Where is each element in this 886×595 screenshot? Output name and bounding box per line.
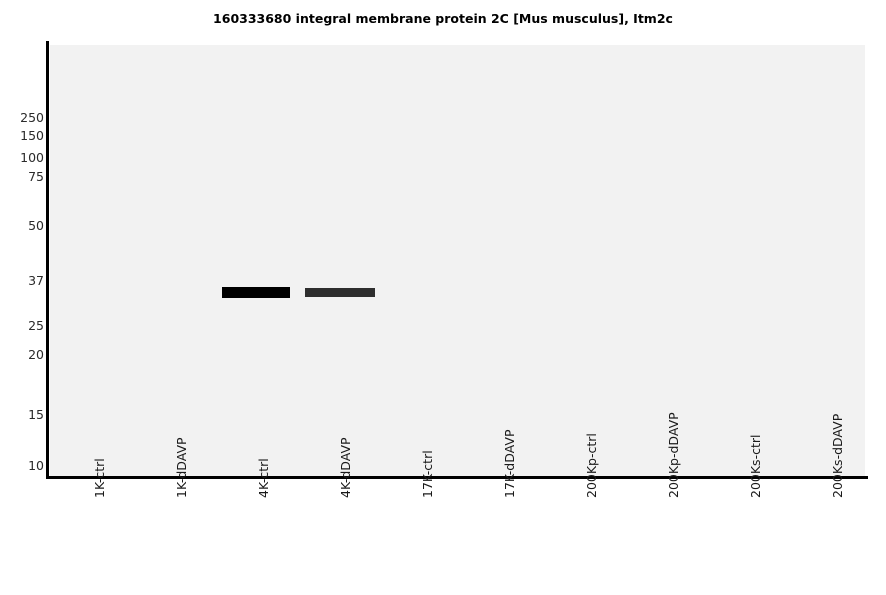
x-axis-tick-label: 200Ks-dDAVP bbox=[830, 413, 845, 498]
x-axis-tick-label: 4K-ctrl bbox=[256, 458, 271, 498]
y-axis-tick-label: 10 bbox=[28, 458, 44, 473]
x-axis-tick-label: 200Kp-dDAVP bbox=[666, 412, 681, 498]
y-axis-tick-label: 37 bbox=[28, 273, 44, 288]
x-axis-tick-label: 200Ks-ctrl bbox=[748, 434, 763, 498]
x-axis-tick-label: 1K-dDAVP bbox=[174, 437, 189, 498]
y-axis-tick-label: 75 bbox=[28, 169, 44, 184]
x-axis-tick-label: 4K-dDAVP bbox=[338, 437, 353, 498]
gel-band bbox=[305, 288, 375, 297]
y-axis-tick-label: 20 bbox=[28, 347, 44, 362]
x-axis-tick-label: 200Kp-ctrl bbox=[584, 433, 599, 498]
y-axis-tick-label: 15 bbox=[28, 407, 44, 422]
plot-area bbox=[50, 45, 865, 476]
y-axis-tick-label: 150 bbox=[20, 128, 44, 143]
y-axis-tick-label: 250 bbox=[20, 110, 44, 125]
x-axis-tick-label: 17K-dDAVP bbox=[502, 429, 517, 498]
y-axis-tick-label: 50 bbox=[28, 218, 44, 233]
y-axis-tick-label: 25 bbox=[28, 318, 44, 333]
x-axis-line bbox=[46, 476, 868, 479]
gel-band bbox=[222, 287, 290, 298]
x-axis-tick-label: 1K-ctrl bbox=[92, 458, 107, 498]
y-axis-line bbox=[46, 41, 49, 477]
y-axis-tick-label: 100 bbox=[20, 150, 44, 165]
x-axis-tick-label: 17K-ctrl bbox=[420, 450, 435, 498]
y-axis-tick-labels: 250 150 100 75 50 37 25 20 15 10 bbox=[0, 0, 44, 595]
page-title: 160333680 integral membrane protein 2C [… bbox=[213, 11, 673, 26]
